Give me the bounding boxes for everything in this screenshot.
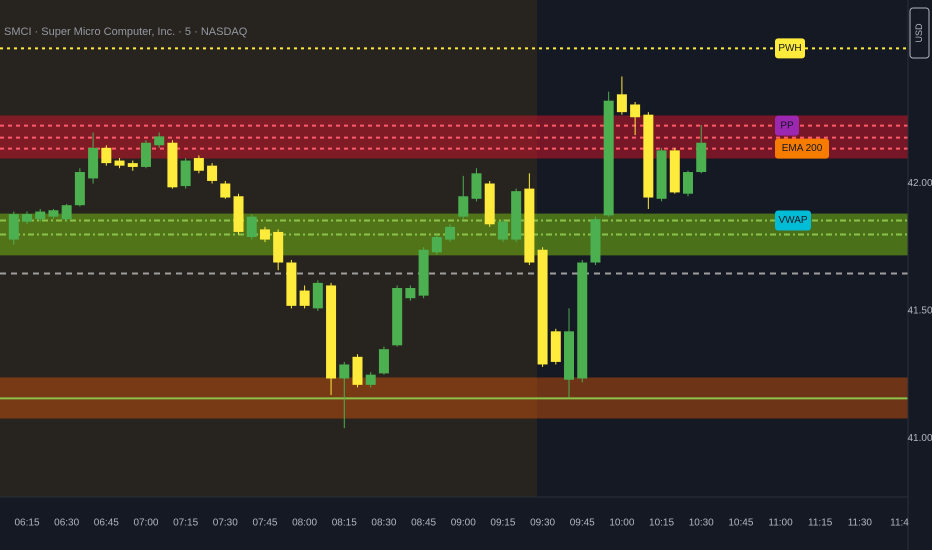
candle-body	[696, 142, 707, 173]
candle-body	[378, 349, 389, 374]
level-label-box	[775, 210, 811, 231]
candle-body	[286, 262, 297, 306]
levels	[0, 47, 908, 400]
candle-body	[537, 249, 548, 365]
candle-body	[352, 356, 363, 385]
candle-body	[312, 282, 323, 309]
level-labels: PWH PP EMA 200 VWAP	[775, 38, 829, 231]
candle-body	[61, 205, 72, 220]
y-tick-label: 42.00	[907, 178, 932, 189]
candle-body	[683, 172, 693, 194]
x-tick-label: 07:45	[252, 518, 277, 529]
candle-body	[273, 231, 284, 263]
level-label: PWH	[778, 43, 801, 54]
x-tick-label: 11:00	[768, 518, 793, 529]
candle-body	[524, 188, 535, 263]
candle-body	[339, 364, 350, 379]
x-tick-label: 06:15	[14, 518, 39, 529]
candle-body	[550, 331, 561, 362]
x-tick-label: 10:00	[609, 518, 634, 529]
x-tick-label: 07:15	[173, 518, 198, 529]
candle-body	[180, 160, 191, 187]
candle-body	[259, 229, 270, 240]
currency-box[interactable]	[909, 7, 930, 59]
candle-body	[22, 214, 32, 222]
level-label-box	[775, 138, 829, 159]
candle-body	[577, 262, 588, 379]
y-tick-label: 41.00	[907, 433, 932, 444]
candle-body	[458, 196, 469, 217]
level-label-box	[775, 38, 805, 59]
chart-title: SMCI · Super Micro Computer, Inc. · 5 · …	[4, 26, 248, 38]
candle-body	[630, 104, 641, 118]
candle-body	[207, 165, 218, 181]
axes: 42.00 41.50 41.00 06:15 06:30 06:45 07:00 07:15…	[14, 178, 932, 528]
candle-body	[471, 173, 482, 199]
level-label: PP	[780, 120, 794, 131]
x-tick-label: 09:30	[530, 518, 555, 529]
candle-body	[193, 158, 204, 171]
candle-body	[365, 374, 376, 385]
x-tick-label: 08:15	[332, 518, 357, 529]
level-label: VWAP	[778, 215, 807, 226]
candle-body	[233, 196, 244, 232]
candle-body	[669, 150, 680, 193]
x-tick-label: 09:15	[490, 518, 515, 529]
candle-body	[88, 147, 99, 179]
x-tick-label: 08:30	[371, 518, 396, 529]
x-tick-label: 07:00	[133, 518, 158, 529]
y-tick-label: 41.50	[907, 306, 932, 317]
candle-body	[431, 237, 442, 253]
candle-body	[643, 114, 654, 198]
x-tick-label: 11:30	[848, 518, 873, 529]
x-tick-label: 08:45	[411, 518, 436, 529]
x-tick-label: 09:45	[570, 518, 595, 529]
candle-body	[392, 288, 403, 346]
candle-body	[35, 211, 46, 220]
x-tick-label: 06:45	[94, 518, 119, 529]
currency[interactable]: USD	[914, 23, 924, 43]
candle-body	[616, 94, 627, 113]
band	[0, 115, 908, 159]
candle-body	[484, 183, 495, 225]
x-tick-label: 10:45	[728, 518, 753, 529]
candle-body	[497, 221, 508, 240]
candle-body	[220, 183, 231, 198]
x-tick-label: 06:30	[54, 518, 79, 529]
candle-body	[511, 191, 522, 240]
candle-body	[445, 226, 456, 240]
x-tick-label: 11:15	[808, 518, 833, 529]
x-tick-label: 07:30	[213, 518, 238, 529]
candle-body	[405, 288, 416, 299]
x-tick-label: 10:30	[689, 518, 714, 529]
candle-body	[154, 136, 165, 146]
candle-body	[101, 147, 112, 164]
candle-body	[127, 163, 138, 167]
candle-body	[140, 142, 151, 167]
candle-body	[603, 100, 614, 216]
candle-body	[326, 285, 337, 379]
candle-body	[114, 160, 125, 166]
candle-body	[167, 142, 178, 188]
candle-body	[656, 150, 667, 199]
level-label-box	[775, 115, 799, 136]
candle-body	[246, 216, 257, 238]
x-tick-label: 11:4	[890, 518, 909, 529]
candle-body	[74, 172, 85, 206]
candle-body	[8, 214, 19, 240]
level-label: EMA 200	[782, 143, 823, 154]
x-tick-label: 08:00	[292, 518, 317, 529]
candle-body	[564, 331, 575, 380]
candle-body	[48, 210, 59, 217]
x-tick-label: 09:00	[451, 518, 476, 529]
candle-body	[590, 219, 601, 263]
candle-body	[418, 249, 429, 296]
candles	[8, 76, 707, 429]
candle-body	[299, 290, 310, 306]
x-tick-label: 10:15	[649, 518, 674, 529]
